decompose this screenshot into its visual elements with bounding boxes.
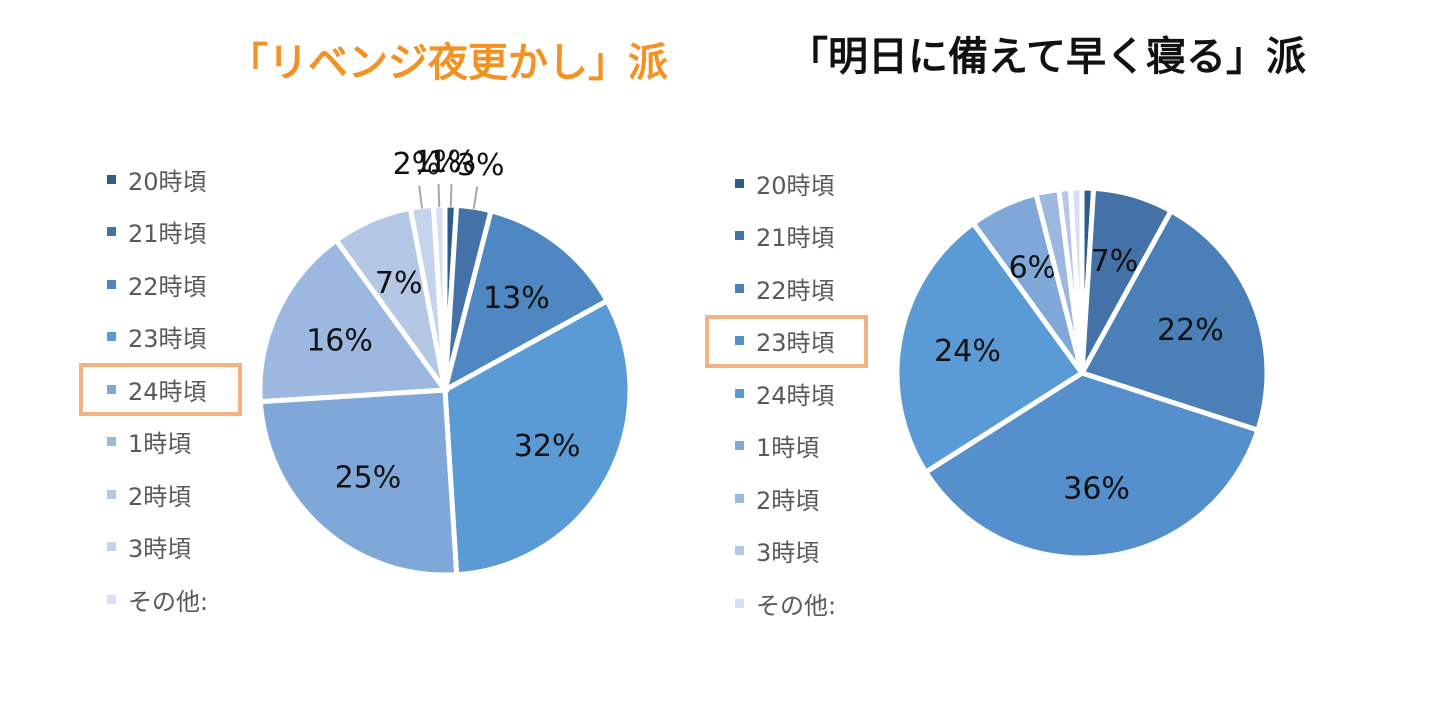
legend-swatch [735, 178, 744, 188]
legend-label: その他: [756, 591, 837, 620]
legend-highlight-box [705, 314, 868, 368]
legend-swatch [107, 279, 116, 289]
legend-item: 3時頃 [735, 525, 836, 578]
legend-label: 3時頃 [128, 535, 192, 564]
slice-percent-label: 22% [1157, 313, 1224, 348]
chart-panel-late-night: 「リベンジ夜更かし」派 20時頃 21時頃 22時頃 23時頃 24時頃 1時頃 2時頃 3時… [0, 0, 720, 703]
legend-item: 20時頃 [107, 153, 208, 206]
legend-swatch [107, 437, 116, 447]
pie-chart: 1%3% 13% 32% 25% 16%7% 2%1% [257, 145, 633, 578]
legend-label: 2時頃 [128, 482, 192, 511]
legend-swatch [735, 336, 744, 346]
label-leader-line [449, 184, 453, 208]
legend-swatch [107, 594, 116, 604]
slice-percent-label: 3% [457, 148, 505, 183]
slice-percent-label: 32% [514, 429, 581, 464]
legend-label: 23時頃 [128, 325, 207, 354]
legend-item: 24時頃 [107, 363, 208, 416]
legend-swatch [735, 283, 744, 293]
pie-slice [442, 297, 633, 578]
slice-percent-label: 16% [306, 323, 373, 358]
legend-item: 2時頃 [735, 472, 836, 525]
legend-item: 1時頃 [735, 420, 836, 473]
chart-title: 「明日に備えて早く寝る」派 [788, 34, 1306, 80]
pie-slice [894, 219, 1086, 476]
chart-legend: 20時頃 21時頃 22時頃 23時頃 24時頃 1時頃 2時頃 3時頃その他: [107, 153, 208, 626]
pie-slice [441, 207, 611, 395]
pie-slice [257, 387, 460, 578]
legend-item: 3時頃 [107, 521, 208, 574]
slice-percent-label: 1% [414, 145, 462, 180]
legend-item: 22時頃 [735, 262, 836, 315]
legend-swatch [735, 231, 744, 241]
legend-label: 20時頃 [128, 167, 207, 196]
pie-slice [1067, 185, 1085, 374]
pie-slice [922, 370, 1262, 561]
legend-swatch [107, 542, 116, 552]
legend-label: 22時頃 [128, 272, 207, 301]
legend-label: 24時頃 [756, 381, 835, 410]
legend-highlight-box [79, 363, 242, 416]
legend-label: 21時頃 [128, 220, 207, 249]
pie-slice [1078, 207, 1270, 434]
legend-item: その他: [107, 573, 208, 626]
legend-item: 24時頃 [735, 367, 836, 420]
pie-slice [257, 236, 450, 405]
legend-item: 23時頃 [735, 315, 836, 368]
legend-swatch [735, 493, 744, 503]
slice-percent-label: 25% [335, 460, 402, 495]
legend-label: 2時頃 [756, 486, 820, 515]
legend-item: 20時頃 [735, 157, 836, 210]
label-leader-line [418, 185, 424, 209]
label-leader-line [472, 186, 479, 210]
legend-item: 1時頃 [107, 416, 208, 469]
legend-label: 20時頃 [756, 171, 835, 200]
legend-label: 24時頃 [128, 377, 207, 406]
chart-title: 「リベンジ夜更かし」派 [228, 40, 668, 86]
legend-swatch [735, 441, 744, 451]
legend-label: その他: [128, 587, 209, 616]
legend-item: 2時頃 [107, 468, 208, 521]
pie-chart: 7% 22% 36% 24% 6% [894, 185, 1270, 561]
slice-percent-label: 7% [375, 266, 423, 301]
legend-label: 23時頃 [756, 329, 835, 358]
legend-swatch [107, 174, 116, 184]
slice-percent-label: 13% [483, 281, 550, 316]
slice-percent-label: 2% [393, 147, 441, 182]
legend-swatch [735, 546, 744, 556]
legend-item: 21時頃 [735, 210, 836, 263]
legend-label: 3時頃 [756, 539, 820, 568]
legend-label: 21時頃 [756, 224, 835, 253]
chart-legend: 20時頃 21時頃 22時頃 23時頃 24時頃 1時頃 2時頃 3時頃その他: [735, 157, 836, 630]
legend-label: 1時頃 [128, 430, 192, 459]
legend-item: 23時頃 [107, 311, 208, 364]
label-leader-line [437, 184, 441, 208]
slice-percent-label: 7% [1091, 244, 1139, 279]
legend-label: 1時頃 [756, 434, 820, 463]
legend-swatch [107, 384, 116, 394]
legend-swatch [107, 489, 116, 499]
legend-swatch [107, 227, 116, 237]
legend-swatch [107, 332, 116, 342]
slice-percent-label: 24% [934, 334, 1001, 369]
slice-percent-label: 1% [428, 145, 476, 180]
legend-swatch [735, 388, 744, 398]
slice-percent-label: 36% [1063, 472, 1130, 507]
legend-item: その他: [735, 577, 836, 630]
slice-percent-label: 6% [1009, 251, 1057, 286]
chart-panel-early-sleep: 「明日に備えて早く寝る」派 20時頃 21時頃 22時頃 23時頃 24時頃 1時頃 2時頃… [705, 0, 1443, 703]
legend-swatch [735, 598, 744, 608]
legend-item: 22時頃 [107, 258, 208, 311]
legend-label: 22時頃 [756, 276, 835, 305]
legend-item: 21時頃 [107, 206, 208, 259]
